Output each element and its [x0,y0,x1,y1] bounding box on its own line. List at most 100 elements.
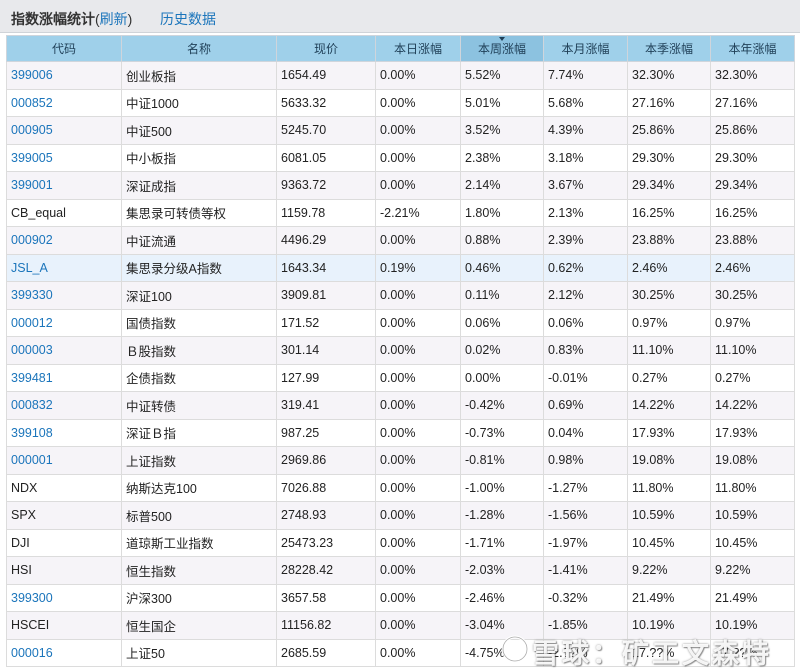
change-cell: 2.13% [543,198,628,227]
change-cell: 11.10% [627,336,711,365]
page-title: 指数涨幅统计(刷新) [11,9,132,29]
change-cell: 0.00% [375,391,461,420]
change-cell: 0.00% [375,281,461,310]
change-cell: -1.27% [543,473,628,502]
price-cell: 5245.70 [276,116,376,145]
history-data-link[interactable]: 历史数据 [160,11,216,27]
change-cell: 17.93% [627,418,711,447]
change-cell: 0.00% [375,473,461,502]
sort-desc-icon [499,37,505,41]
change-cell: 0.62% [543,253,628,282]
change-cell: 0.00% [375,336,461,365]
change-cell: 21.49% [710,583,795,612]
change-cell: 0.00% [375,88,461,117]
change-cell: -1.71% [460,528,544,557]
index-code-link[interactable]: 399001 [6,171,122,200]
change-cell: -2.46% [460,583,544,612]
table-body: 399006 创业板指 1654.49 0.00% 5.52% 7.74% 32.30% 32… [6,61,795,667]
change-cell: -1.56% [543,501,628,530]
change-cell: 30.25% [627,281,711,310]
index-code-link[interactable]: 000852 [6,88,122,117]
index-code-link[interactable]: 000832 [6,391,122,420]
price-cell: 11156.82 [276,611,376,640]
change-cell: 0.00% [375,583,461,612]
index-code-link: SPX [6,501,122,530]
change-cell: -4.75% [460,638,544,667]
index-code-link[interactable]: 000902 [6,226,122,255]
column-header-label: 本日涨幅 [393,42,442,56]
price-cell: 2685.59 [276,638,376,667]
change-cell: -2.21% [375,198,461,227]
change-cell: -0.32% [543,583,628,612]
change-cell: 30.25% [710,281,795,310]
change-cell: 0.00% [375,611,461,640]
table-row: 399108 深证Ｂ指 987.25 0.00% -0.73% 0.04% 17.93% 17… [6,418,795,447]
column-header[interactable]: 名称 [121,35,277,62]
index-code-link[interactable]: 000016 [6,638,122,667]
table-row: 000016 上证50 2685.59 0.00% -4.75% -2.??% 17.??%… [6,638,795,667]
change-cell: 2.14% [460,171,544,200]
column-header[interactable]: 代码 [6,35,122,62]
change-cell: 0.69% [543,391,628,420]
change-cell: 29.34% [627,171,711,200]
paren-close: ) [127,11,133,27]
table-row: 000902 中证流通 4496.29 0.00% 0.88% 2.39% 23.88% 23… [6,226,795,255]
index-code-link[interactable]: 399481 [6,363,122,392]
change-cell: -0.81% [460,446,544,475]
table-row: JSL_A 集思录分级A指数 1643.34 0.19% 0.46% 0.62% 2.46%… [6,253,795,282]
change-cell: 0.00% [375,226,461,255]
table-row: 000905 中证500 5245.70 0.00% 3.52% 4.39% 25.86% 2… [6,116,795,145]
index-name-cell: 沪深300 [121,583,277,612]
price-cell: 987.25 [276,418,376,447]
change-cell: -0.73% [460,418,544,447]
index-code-link[interactable]: 399300 [6,583,122,612]
index-name-cell: 深证成指 [121,171,277,200]
index-code-link[interactable]: 399108 [6,418,122,447]
column-header[interactable]: 本周涨幅 [460,35,544,62]
table-row: SPX 标普500 2748.93 0.00% -1.28% -1.56% 10.59% 10… [6,501,795,530]
index-code-link[interactable]: 399330 [6,281,122,310]
title-text: 指数涨幅统计 [11,11,95,27]
column-header-label: 本月涨幅 [561,42,610,56]
refresh-link[interactable]: 刷新 [99,11,128,27]
index-code-link[interactable]: 000012 [6,308,122,337]
index-code-link[interactable]: 000001 [6,446,122,475]
table-row: HSCEI 恒生国企 11156.82 0.00% -3.04% -1.85% 10.19%… [6,611,795,640]
change-cell: 2.39% [543,226,628,255]
price-cell: 1159.78 [276,198,376,227]
page-header: 指数涨幅统计(刷新) 历史数据 [0,0,800,33]
change-cell: 0.06% [543,308,628,337]
price-cell: 1643.34 [276,253,376,282]
index-name-cell: 深证Ｂ指 [121,418,277,447]
column-header[interactable]: 本日涨幅 [375,35,461,62]
index-code-link[interactable]: 000905 [6,116,122,145]
change-cell: 25.86% [710,116,795,145]
change-cell: 16.25% [710,198,795,227]
change-cell: -0.42% [460,391,544,420]
column-header[interactable]: 本月涨幅 [543,35,628,62]
price-cell: 127.99 [276,363,376,392]
column-header[interactable]: 本年涨幅 [710,35,795,62]
index-name-cell: 中证1000 [121,88,277,117]
change-cell: 11.10% [710,336,795,365]
table-row: 399481 企债指数 127.99 0.00% 0.00% -0.01% 0.27% 0.2… [6,363,795,392]
index-code-link[interactable]: 399006 [6,61,122,90]
column-header[interactable]: 本季涨幅 [627,35,711,62]
change-cell: 0.00% [375,501,461,530]
price-cell: 4496.29 [276,226,376,255]
price-cell: 25473.23 [276,528,376,557]
index-code-link[interactable]: 399005 [6,143,122,172]
change-cell: 0.00% [375,556,461,585]
change-cell: -1.85% [543,611,628,640]
change-cell: 0.00% [375,143,461,172]
index-name-cell: 标普500 [121,501,277,530]
change-cell: 0.06% [460,308,544,337]
change-cell: 0.19% [375,253,461,282]
change-cell: 10.59% [627,501,711,530]
change-cell: 0.00% [375,418,461,447]
index-code-link[interactable]: 000003 [6,336,122,365]
index-code-link[interactable]: JSL_A [6,253,122,282]
change-cell: 0.98% [543,446,628,475]
column-header[interactable]: 现价 [276,35,376,62]
price-cell: 5633.32 [276,88,376,117]
